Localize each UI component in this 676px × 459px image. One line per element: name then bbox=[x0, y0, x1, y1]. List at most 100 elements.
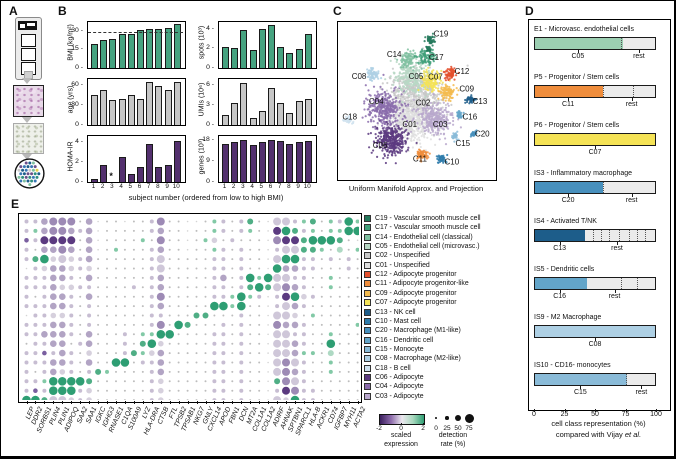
detection-scale-label-1: detection bbox=[438, 432, 468, 439]
threshold-dashed-line bbox=[88, 31, 183, 33]
x-tick-subject: 5 bbox=[128, 183, 133, 190]
x-axis-tick bbox=[357, 401, 359, 404]
dashed-divider bbox=[609, 230, 611, 241]
x-axis-tick bbox=[286, 401, 288, 404]
axis-number: 0 bbox=[532, 411, 536, 418]
x-axis-tick bbox=[178, 401, 180, 404]
tissue-spot bbox=[26, 172, 30, 176]
panel-e-label: E bbox=[11, 197, 20, 211]
x-axis-tick bbox=[124, 401, 126, 404]
legend-swatch-C06 bbox=[364, 373, 371, 381]
umap-cluster-label-C07: C07 bbox=[428, 73, 443, 82]
axis-tick bbox=[641, 386, 643, 389]
axis-tick bbox=[631, 98, 633, 101]
umap-cluster-label-C01: C01 bbox=[402, 120, 417, 129]
x-axis-tick bbox=[241, 401, 243, 404]
x-tick-subject: 6 bbox=[268, 183, 273, 190]
class-bar bbox=[534, 85, 656, 98]
axis-tick-label: rest bbox=[625, 197, 638, 204]
axis-tick-label: C16 bbox=[553, 293, 567, 300]
chart-bmi bbox=[87, 21, 186, 69]
umap-cluster-label-C12: C12 bbox=[455, 67, 470, 76]
chart-spots bbox=[218, 21, 317, 69]
dashed-divider bbox=[628, 230, 630, 241]
umap-cluster-C12 bbox=[442, 65, 460, 82]
dotplot-row-C09 bbox=[24, 292, 359, 301]
bar-homa-subject-10 bbox=[173, 141, 181, 182]
y-tick-label: 0 - bbox=[206, 177, 214, 185]
expression-scale-label-2: expression bbox=[384, 441, 418, 448]
bar-age-subject-5 bbox=[127, 95, 135, 125]
x-tick-subject: 7 bbox=[277, 183, 282, 190]
bar-bmi-subject-3 bbox=[109, 38, 117, 68]
panel-d-xlabel-2: compared with Vijay et al. bbox=[555, 430, 642, 439]
umap-cluster-C11 bbox=[416, 148, 431, 163]
tissue-spot bbox=[33, 179, 37, 183]
x-axis-tick bbox=[277, 401, 279, 404]
bar-genes-subject-7 bbox=[277, 140, 285, 182]
class-title: IS10 - CD16- monocytes bbox=[534, 362, 611, 369]
tissue-spot bbox=[24, 175, 28, 179]
x-tick-subject: 10 bbox=[303, 183, 311, 190]
dashed-divider bbox=[637, 230, 638, 241]
umap-cluster-blob bbox=[425, 45, 432, 53]
legend-label-C01: C01 - Unspecified bbox=[375, 261, 430, 269]
x-axis-tick bbox=[268, 401, 270, 404]
spot-cluster-map bbox=[14, 158, 45, 189]
legend-label-C14: C14 - Endothelial cell (classical) bbox=[375, 233, 473, 241]
dotplot-frame bbox=[18, 213, 362, 405]
bar-age-subject-2 bbox=[100, 89, 108, 125]
x-tick-subject: 1 bbox=[222, 183, 227, 190]
axis-tick-label: rest bbox=[633, 53, 645, 60]
y-tick-label: 0 - bbox=[75, 177, 83, 185]
legend-label-C08: C08 - Macrophage (M2-like) bbox=[375, 355, 461, 363]
dotplot-row-C12 bbox=[24, 273, 359, 283]
class-bar bbox=[534, 325, 656, 338]
legend-swatch-C13 bbox=[364, 308, 371, 316]
y-tick-label: 4 - bbox=[75, 137, 83, 145]
legend-label-C05: C05 - Endothelial cell (microvasc.) bbox=[375, 243, 480, 251]
umap-cluster-label-C11: C11 bbox=[413, 155, 428, 164]
umap-cluster-C09 bbox=[437, 83, 460, 103]
expression-scale-label-1: scaled bbox=[390, 432, 412, 439]
umap-plot-frame: C02 C01 C03 C04 C06 C05 C07 C14 C17 C19 C08 C12 C09 C… bbox=[337, 21, 497, 181]
slide-capture-area bbox=[21, 48, 36, 61]
y-tick-label: 0 - bbox=[206, 120, 214, 128]
class-bar-colored-segment bbox=[535, 374, 628, 385]
tissue-spot bbox=[28, 168, 32, 172]
class-bar-colored-segment bbox=[535, 278, 587, 289]
x-axis-tick bbox=[116, 401, 117, 404]
bar-homa-subject-9 bbox=[164, 165, 172, 182]
class-bar bbox=[534, 133, 656, 146]
umap-cluster-label-C09: C09 bbox=[459, 84, 474, 93]
bar-spots-subject-1 bbox=[222, 46, 229, 68]
y-tick-label: 9 - bbox=[206, 156, 214, 164]
bar-genes-subject-8 bbox=[286, 144, 294, 182]
visium-slide bbox=[15, 17, 42, 80]
axis-tick-label: rest bbox=[608, 293, 621, 300]
detection-scale-label-2: rate (%) bbox=[440, 441, 466, 448]
y-tick-label: 0 - bbox=[75, 63, 83, 71]
legend-label-C03: C03 - Adipocyte bbox=[375, 392, 424, 400]
y-tick-label: 30 - bbox=[71, 27, 83, 35]
x-axis-tick bbox=[303, 401, 305, 404]
class-bar-colored-segment bbox=[535, 134, 655, 145]
tissue-spot bbox=[22, 172, 26, 176]
y-tick-label: 0 - bbox=[75, 120, 83, 128]
legend-swatch-C04 bbox=[364, 383, 371, 391]
axis-tick-label: C07 bbox=[588, 149, 602, 156]
detection-scale-number: 0 bbox=[434, 425, 438, 432]
axis-number: 75 bbox=[621, 411, 630, 418]
bar-spots-subject-9 bbox=[295, 48, 303, 68]
slide-capture-area bbox=[21, 34, 36, 47]
legend-label-C16: C16 - Dendritic cell bbox=[375, 336, 434, 344]
class-title: IS4 - Activated T/NK bbox=[534, 218, 597, 225]
legend-label-C11: C11 - Adipocyte progenitor-like bbox=[375, 280, 469, 288]
x-axis-tick bbox=[223, 401, 225, 404]
x-axis-tick bbox=[53, 401, 55, 404]
dotplot-row-C15 bbox=[24, 349, 359, 358]
axis-tick-label: C15 bbox=[573, 389, 587, 396]
class-title: P6 - Progenitor / Stem cells bbox=[534, 122, 620, 129]
bar-genes-subject-4 bbox=[249, 144, 257, 182]
dotplot-row-C06 bbox=[24, 377, 359, 386]
